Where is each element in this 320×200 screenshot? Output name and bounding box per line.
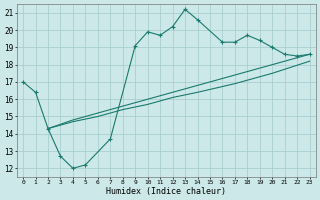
X-axis label: Humidex (Indice chaleur): Humidex (Indice chaleur) xyxy=(106,187,226,196)
